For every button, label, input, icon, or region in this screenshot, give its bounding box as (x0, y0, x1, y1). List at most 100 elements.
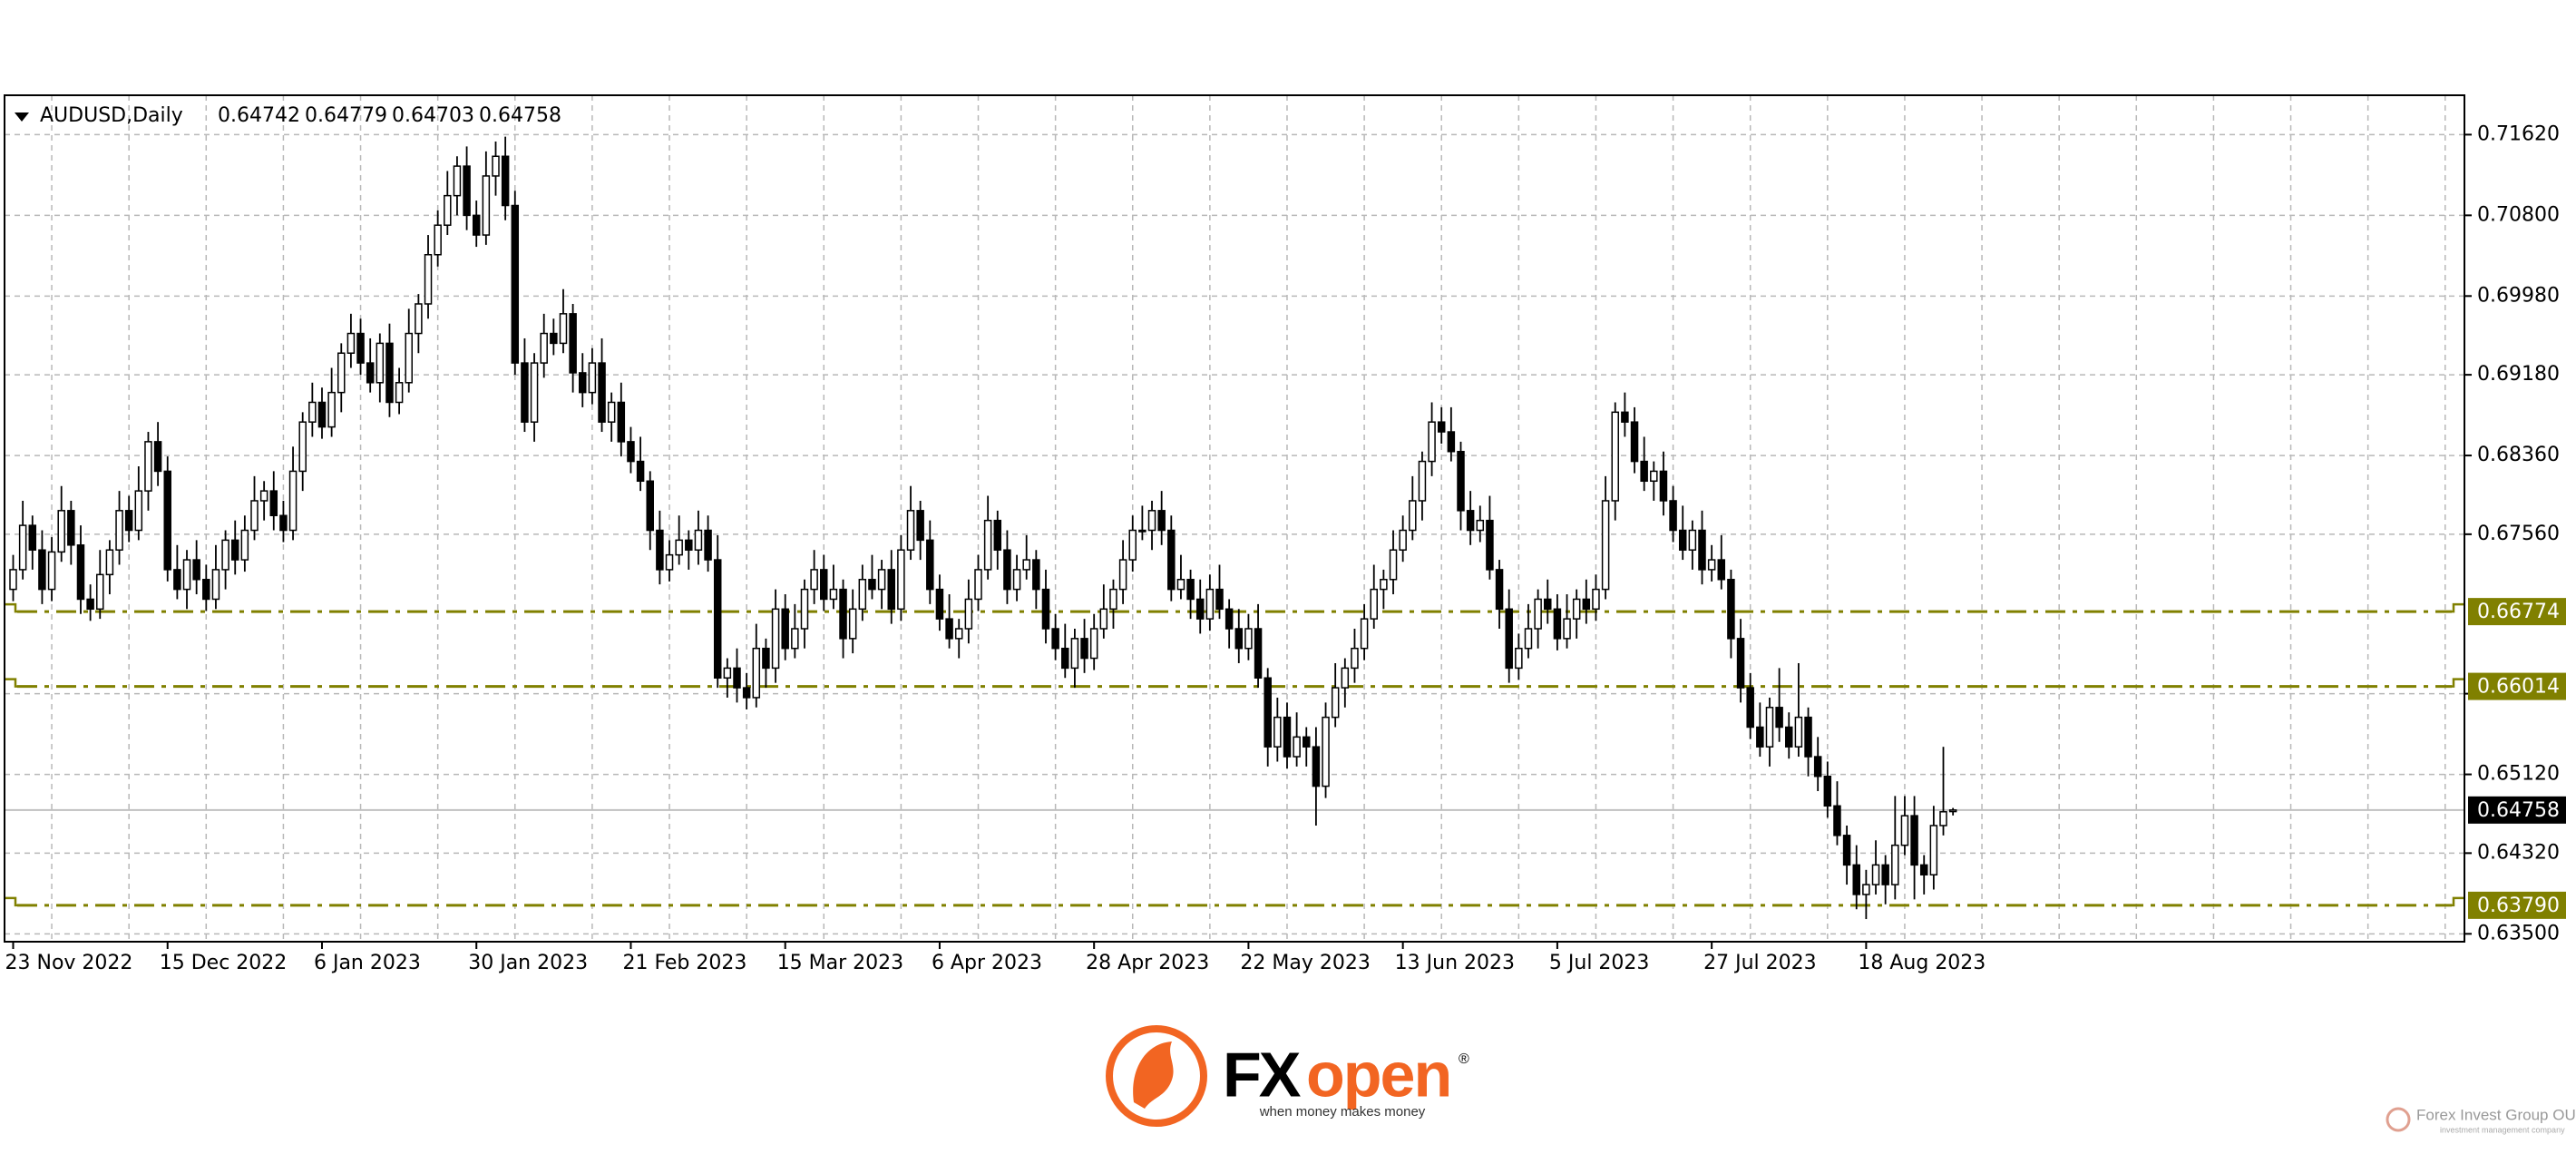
x-tick-label: 5 Jul 2023 (1549, 952, 1650, 974)
partner-name: Forex Invest Group OU (2416, 1106, 2576, 1123)
candle-body (598, 362, 606, 423)
candle-body (540, 332, 548, 364)
candle-body (376, 342, 385, 384)
candle-body (1089, 628, 1098, 660)
candle-body (1756, 726, 1764, 748)
candle-body (1399, 529, 1407, 551)
candle-body (530, 362, 539, 423)
x-tick-label: 30 Jan 2023 (468, 952, 588, 974)
candle-body (983, 519, 992, 571)
candle-body (86, 598, 94, 611)
candle-body (1176, 579, 1186, 591)
level-bracket (5, 678, 2464, 688)
y-tick-label: 0.64320 (2477, 841, 2560, 864)
candle-body (868, 579, 876, 591)
candle-body (1688, 529, 1697, 551)
candle-body (877, 569, 886, 591)
candle-body (385, 342, 394, 404)
candle-body (1572, 598, 1581, 620)
candle-body (1544, 598, 1552, 611)
candle-body (327, 391, 336, 428)
candle-body (771, 608, 780, 670)
candle-body (617, 401, 626, 443)
candle-body (1813, 756, 1822, 777)
x-tick-label: 6 Jan 2023 (314, 952, 421, 974)
candle-body (954, 628, 963, 640)
candle-body (848, 608, 857, 640)
candle-body (1003, 549, 1011, 591)
candle-body (472, 214, 481, 236)
candle-body (1891, 844, 1899, 885)
candle-body (627, 441, 635, 463)
candle-body (511, 204, 520, 364)
candle-body (829, 588, 838, 601)
candle-body (1505, 608, 1513, 670)
candle-body (550, 332, 558, 345)
plot-frame (4, 94, 2465, 943)
candle-body (1939, 811, 1947, 826)
candle-body (96, 573, 104, 611)
candle-body (153, 441, 162, 473)
y-tick-label: 0.65120 (2477, 763, 2560, 786)
candle-body (1842, 835, 1851, 866)
candle-body (1650, 470, 1658, 483)
y-tick-label: 0.69980 (2477, 284, 2560, 307)
candle-body (1157, 510, 1166, 532)
x-tick-label: 28 Apr 2023 (1086, 952, 1209, 974)
candle-body (945, 618, 953, 640)
candle-body (105, 549, 114, 576)
candle-body (415, 303, 423, 335)
candle-body (588, 362, 597, 394)
candle-body (1331, 687, 1340, 719)
candle-body (492, 155, 500, 177)
candle-body (964, 598, 973, 630)
logo-ring (1106, 1025, 1207, 1127)
candle-body (1109, 588, 1117, 611)
candle-body (192, 559, 200, 581)
candle-body (810, 569, 818, 591)
candle-body (444, 194, 452, 226)
candle-body (559, 313, 568, 345)
candle-body (453, 165, 462, 197)
partner-sub: investment management company (2440, 1125, 2565, 1134)
y-tick-label: 0.68360 (2477, 444, 2560, 466)
candle-body (733, 667, 741, 689)
candle-body (1804, 716, 1812, 758)
candle-body (906, 510, 915, 551)
candle-body (887, 569, 895, 611)
candle-body (762, 647, 770, 670)
candle-body (1264, 677, 1272, 748)
candle-body (115, 510, 123, 551)
y-tick-label: 0.69180 (2477, 363, 2560, 386)
candle-body (675, 539, 683, 556)
candle-body (839, 588, 847, 640)
candle-body (993, 519, 1002, 551)
candle-body (1486, 519, 1494, 571)
candle-body (182, 559, 191, 591)
candle-body (607, 401, 616, 423)
candle-body (230, 539, 239, 561)
candle-body (1621, 411, 1629, 423)
candle-body (308, 401, 317, 423)
candle-body (1717, 559, 1726, 581)
candle-body (18, 524, 27, 571)
candle-body (1215, 588, 1224, 611)
candle-body (163, 470, 171, 571)
candle-body (569, 313, 577, 374)
logo-fx: FX (1223, 1039, 1302, 1110)
candle-body (1437, 421, 1446, 433)
candle-body (1254, 628, 1263, 680)
y-tick-label: 0.67560 (2477, 523, 2560, 545)
candle-body (28, 524, 37, 551)
x-tick-label: 15 Dec 2022 (160, 952, 288, 974)
candle-body (713, 559, 722, 680)
candle-body (1862, 884, 1870, 895)
candle-body (1389, 549, 1398, 581)
candle-body (704, 529, 712, 561)
candle-body (1293, 736, 1301, 758)
candle-body (124, 510, 133, 532)
candle-body (173, 569, 181, 591)
candle-body (935, 588, 944, 620)
candle-body (636, 460, 645, 483)
